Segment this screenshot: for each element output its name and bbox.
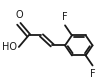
Text: F: F: [90, 69, 95, 79]
Text: HO: HO: [2, 42, 17, 52]
Text: O: O: [15, 10, 23, 20]
Text: F: F: [62, 12, 68, 22]
